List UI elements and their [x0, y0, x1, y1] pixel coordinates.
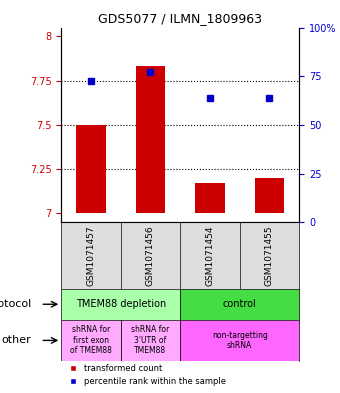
Text: control: control — [223, 299, 257, 309]
FancyBboxPatch shape — [121, 320, 180, 361]
Text: TMEM88 depletion: TMEM88 depletion — [75, 299, 166, 309]
FancyBboxPatch shape — [180, 289, 299, 320]
Bar — [255, 178, 284, 213]
Bar — [76, 125, 106, 213]
Text: protocol: protocol — [0, 299, 31, 309]
Title: GDS5077 / ILMN_1809963: GDS5077 / ILMN_1809963 — [98, 12, 262, 25]
Legend: transformed count, percentile rank within the sample: transformed count, percentile rank withi… — [65, 361, 229, 389]
Text: shRNA for
first exon
of TMEM88: shRNA for first exon of TMEM88 — [70, 325, 112, 355]
Text: shRNA for
3'UTR of
TMEM88: shRNA for 3'UTR of TMEM88 — [131, 325, 170, 355]
Text: GSM1071456: GSM1071456 — [146, 225, 155, 286]
Text: GSM1071455: GSM1071455 — [265, 225, 274, 286]
Text: other: other — [2, 335, 31, 345]
FancyBboxPatch shape — [61, 320, 121, 361]
Bar — [136, 66, 165, 213]
FancyBboxPatch shape — [180, 320, 299, 361]
Text: GSM1071454: GSM1071454 — [205, 225, 215, 286]
Bar — [195, 183, 225, 213]
Text: GSM1071457: GSM1071457 — [86, 225, 96, 286]
FancyBboxPatch shape — [61, 289, 180, 320]
Text: non-targetting
shRNA: non-targetting shRNA — [212, 331, 268, 350]
